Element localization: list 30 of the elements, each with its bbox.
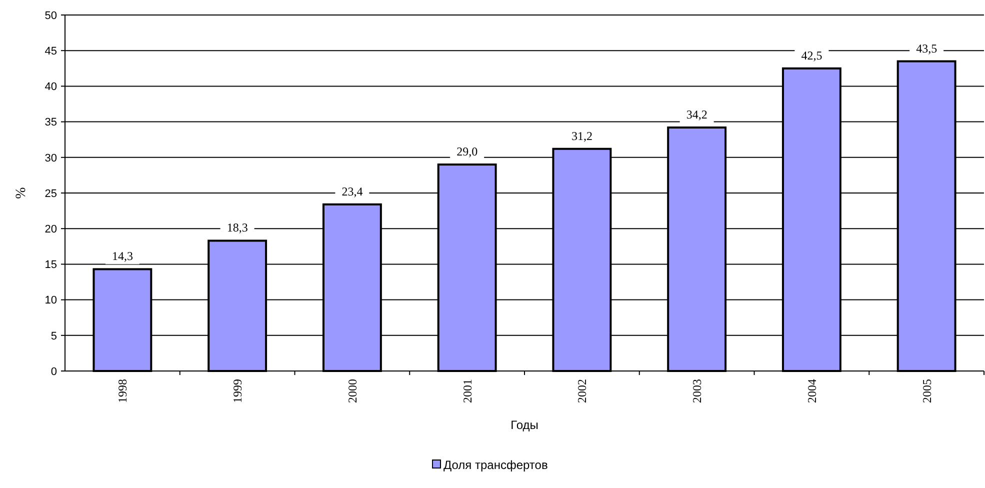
x-tick-label: 2003 [690,379,704,403]
y-tick-label: 25 [44,188,57,200]
x-axis-title: Годы [510,418,538,432]
y-tick-label: 50 [44,10,57,22]
y-tick-label: 15 [44,259,57,272]
data-label: 18,3 [226,220,248,235]
data-label: 29,0 [456,144,478,159]
x-tick-label: 1999 [230,379,245,403]
y-tick-label: 30 [44,152,57,164]
data-label: 34,2 [686,107,708,122]
data-label: 42,5 [801,48,822,62]
legend-label: Доля трансфертов [444,458,548,472]
y-tick-label: 0 [50,366,57,378]
y-tick-label: 35 [44,116,57,129]
y-axis-title: % [14,186,29,199]
y-tick-label: 45 [44,45,57,58]
data-label: 31,2 [571,128,592,143]
x-tick-label: 2004 [804,379,819,403]
x-tick-label: 2005 [920,379,934,403]
x-tick-label: 2002 [575,379,590,403]
x-tick-label: 1998 [116,379,130,403]
x-tick-label: 2001 [460,379,474,403]
y-tick-label: 10 [44,294,57,307]
x-tick-label: 2000 [345,379,360,403]
y-tick-label: 40 [44,81,57,94]
y-tick-label: 20 [44,223,57,236]
y-tick-label: 5 [50,330,57,342]
data-label: 23,4 [342,184,363,198]
data-label: 14,3 [112,249,133,264]
data-label: 43,5 [916,41,938,56]
